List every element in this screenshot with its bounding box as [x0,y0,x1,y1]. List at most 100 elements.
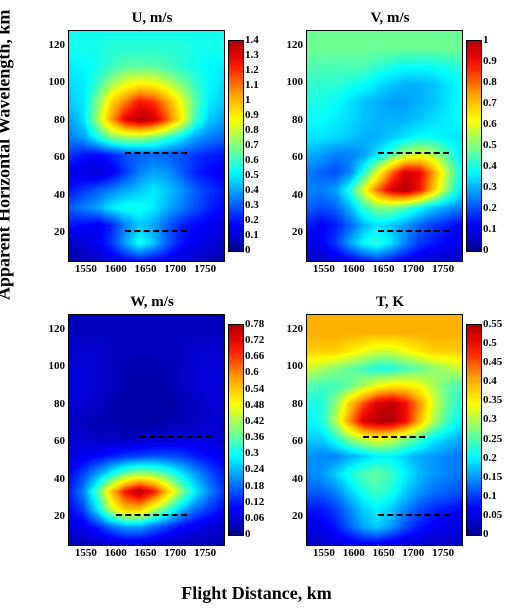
colorbar-tick: 0.6 [245,366,259,378]
colorbar-tick: 0.2 [483,202,497,214]
y-tick: 120 [41,323,65,335]
colorbar-tick: 0.72 [245,334,264,346]
colorbar-tick: 0.7 [245,139,259,151]
y-tick: 20 [41,226,65,238]
panel: W, m/s2040608010012015501600165017001750… [40,314,264,568]
colorbar-tick: 0.25 [483,433,502,445]
colorbar-tick: 0.5 [245,169,259,181]
y-tick: 20 [41,510,65,522]
colorbar-tick: 0.3 [245,447,259,459]
y-tick: 120 [279,323,303,335]
colorbar-tick: 0.7 [483,97,497,109]
colorbar-tick: 0 [245,244,251,256]
x-tick: 1550 [75,547,97,559]
panel-title: W, m/s [40,294,264,311]
colorbar-tick: 0.4 [483,375,497,387]
y-tick: 60 [279,435,303,447]
x-tick: 1750 [194,263,216,275]
colorbar-tick: 0.42 [245,415,264,427]
x-tick: 1600 [343,263,365,275]
y-tick: 40 [41,189,65,201]
colorbar-tick: 0.8 [245,124,259,136]
plot-area [68,314,225,546]
dash-marker [378,514,450,516]
x-tick: 1750 [432,547,454,559]
x-tick: 1650 [373,547,395,559]
dash-marker [378,230,450,232]
colorbar-tick: 0 [245,528,251,540]
y-tick: 40 [279,473,303,485]
colorbar-tick: 0.36 [245,431,264,443]
dash-marker [116,514,188,516]
colorbar-tick: 0.45 [483,356,502,368]
colorbar-tick: 0.12 [245,496,264,508]
x-tick: 1550 [313,263,335,275]
plot-area [68,30,225,262]
colorbar-tick: 1.1 [245,79,259,91]
colorbar-tick: 0.9 [483,55,497,67]
colorbar-tick: 0.8 [483,76,497,88]
colorbar-tick: 0 [483,528,489,540]
colorbar-tick: 0.2 [245,214,259,226]
y-tick: 100 [41,76,65,88]
x-tick: 1650 [373,263,395,275]
colorbar-tick: 0.3 [483,181,497,193]
y-tick: 100 [41,360,65,372]
colorbar-tick: 0.5 [483,139,497,151]
colorbar-tick: 0.35 [483,394,502,406]
x-tick: 1750 [432,263,454,275]
colorbar-tick: 0.4 [483,160,497,172]
colorbar-tick: 0.2 [483,452,497,464]
panel: T, K204060801001201550160016501700175000… [278,314,502,568]
x-tick: 1600 [343,547,365,559]
colorbar-tick: 0.54 [245,383,264,395]
y-tick: 60 [41,435,65,447]
y-tick: 60 [41,151,65,163]
colorbar-tick: 0.6 [245,154,259,166]
dash-marker [125,230,188,232]
colorbar-tick: 1.2 [245,64,259,76]
dash-marker [363,436,426,438]
x-tick: 1700 [402,547,424,559]
y-tick: 120 [41,39,65,51]
y-tick: 80 [41,114,65,126]
colorbar-tick: 0.06 [245,512,264,524]
panel: U, m/s2040608010012015501600165017001750… [40,30,264,284]
x-tick: 1700 [164,547,186,559]
x-tick: 1650 [135,547,157,559]
panel-title: T, K [278,294,502,311]
panel-title: V, m/s [278,10,502,27]
y-tick: 40 [41,473,65,485]
colorbar-tick: 0 [483,244,489,256]
dash-marker [125,152,188,154]
colorbar-tick: 0.18 [245,480,264,492]
y-axis-label: Apparent Horizontal Wavelength, km [0,10,15,300]
colorbar-tick: 0.4 [245,184,259,196]
colorbar-tick: 0.5 [483,337,497,349]
colorbar [466,40,482,252]
y-tick: 20 [279,226,303,238]
x-tick: 1650 [135,263,157,275]
colorbar [228,324,244,536]
colorbar-tick: 1 [483,34,489,46]
colorbar-tick: 0.1 [483,490,497,502]
y-tick: 100 [279,360,303,372]
x-tick: 1700 [402,263,424,275]
figure: Apparent Horizontal Wavelength, km Fligh… [0,0,513,608]
y-tick: 40 [279,189,303,201]
x-tick: 1600 [105,547,127,559]
colorbar-tick: 0.3 [245,199,259,211]
y-tick: 120 [279,39,303,51]
x-axis-label: Flight Distance, km [0,583,513,604]
x-tick: 1550 [75,263,97,275]
colorbar-tick: 0.3 [483,413,497,425]
colorbar-tick: 0.24 [245,463,264,475]
y-tick: 100 [279,76,303,88]
y-tick: 80 [279,114,303,126]
y-tick: 20 [279,510,303,522]
y-tick: 80 [41,398,65,410]
colorbar [466,324,482,536]
colorbar-tick: 1 [245,94,251,106]
colorbar-tick: 0.15 [483,471,502,483]
colorbar-tick: 0.6 [483,118,497,130]
